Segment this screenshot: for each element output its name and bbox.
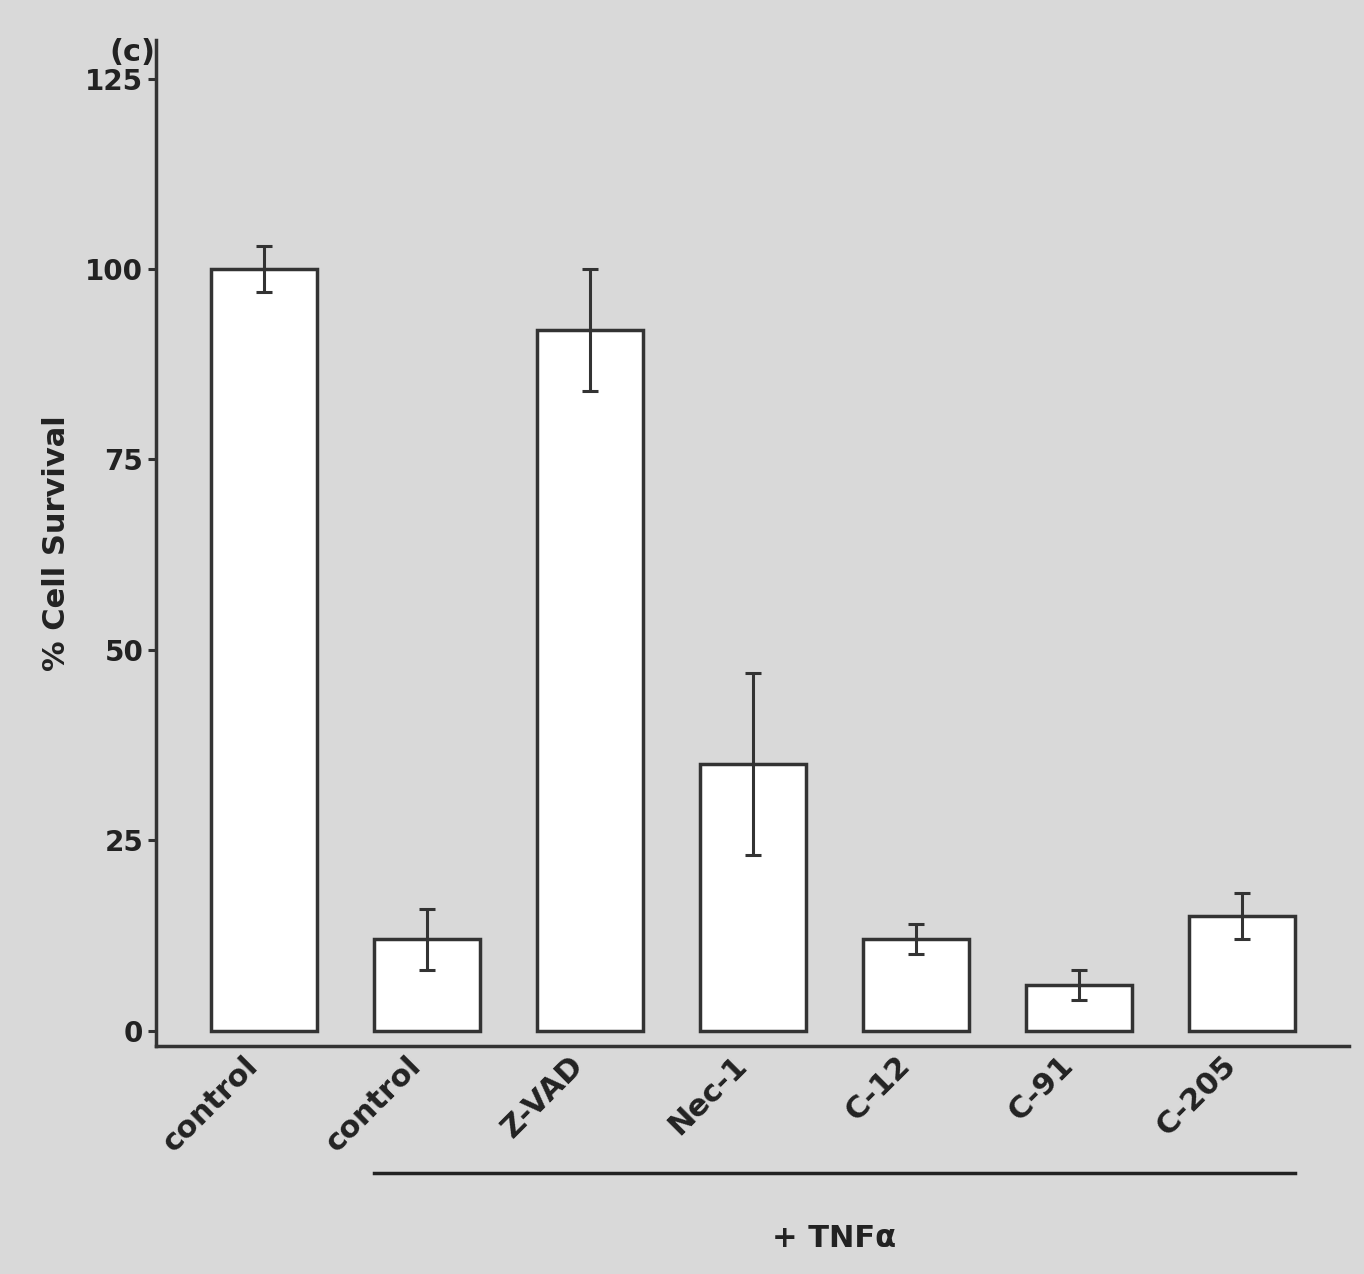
Bar bbox=[700, 764, 806, 1031]
Bar bbox=[210, 269, 316, 1031]
Bar bbox=[537, 330, 642, 1031]
Y-axis label: % Cell Survival: % Cell Survival bbox=[42, 415, 71, 671]
Bar bbox=[1189, 916, 1294, 1031]
Bar bbox=[863, 939, 968, 1031]
Text: + TNFα: + TNFα bbox=[772, 1224, 896, 1254]
Text: (c): (c) bbox=[109, 38, 155, 68]
Bar bbox=[1026, 985, 1132, 1031]
Bar bbox=[374, 939, 480, 1031]
